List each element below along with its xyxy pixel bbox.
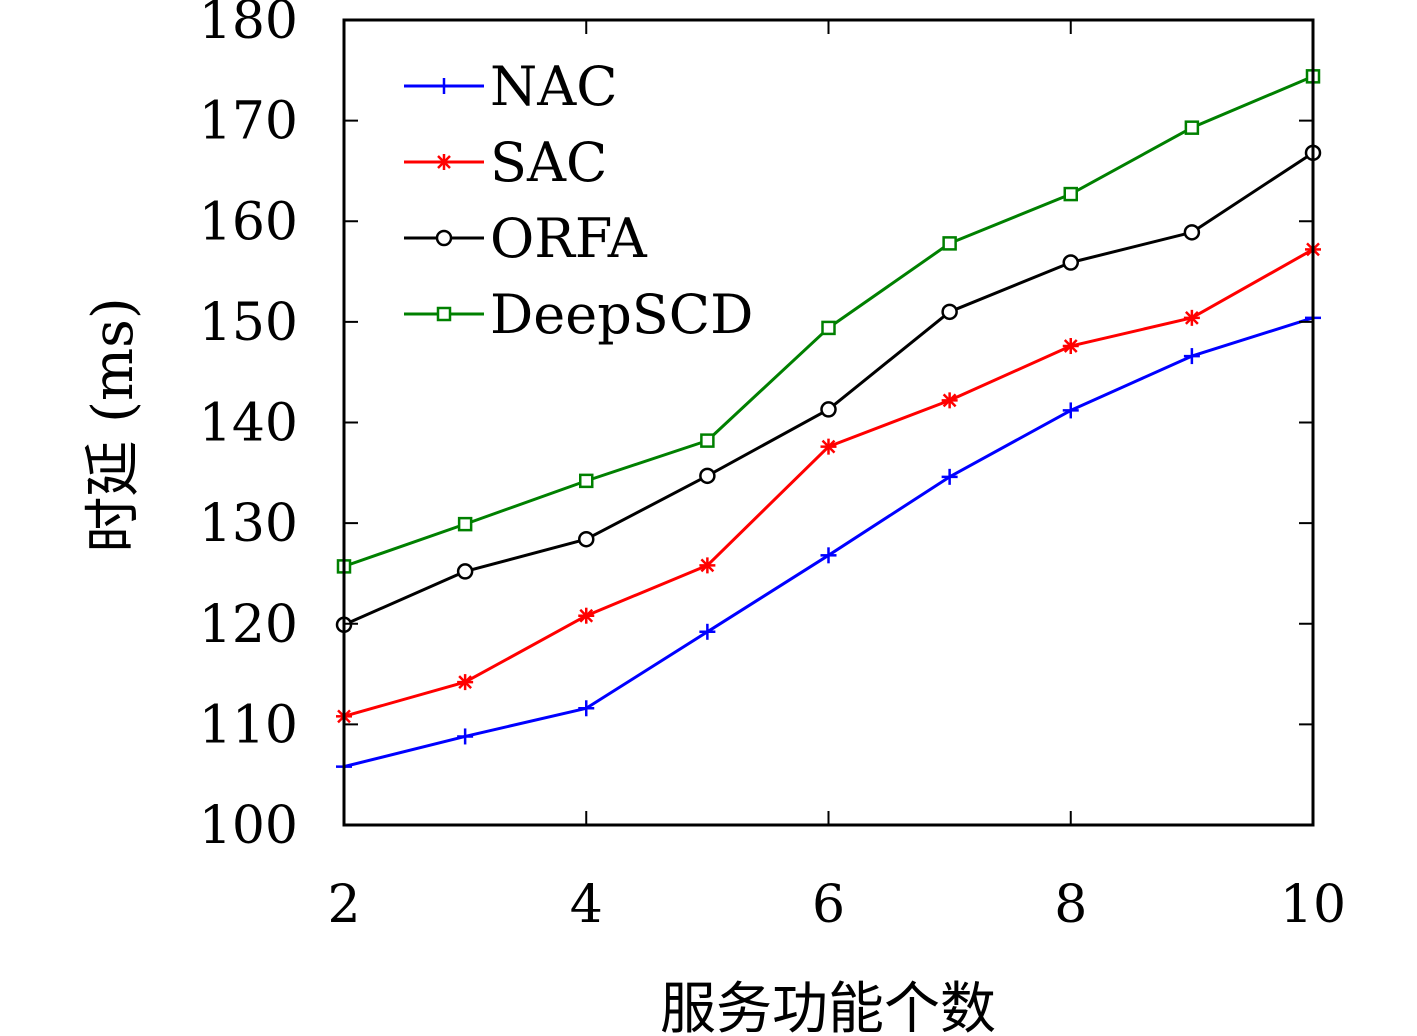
- data-point: [457, 516, 473, 532]
- data-point: [1184, 120, 1200, 135]
- plot-frame: [342, 18, 1315, 827]
- y-axis-label: 时延 (ms): [81, 297, 146, 552]
- data-point: [700, 433, 715, 448]
- data-point: [1062, 338, 1079, 355]
- x-tick-label: 10: [1280, 875, 1346, 935]
- data-point: [820, 547, 837, 564]
- data-point: [1183, 309, 1200, 326]
- y-tick-label: 130: [199, 494, 298, 554]
- data-point: [578, 530, 595, 548]
- data-point: [699, 467, 716, 485]
- data-point: [941, 392, 958, 409]
- data-point: [820, 438, 837, 455]
- y-tick-label: 120: [199, 595, 298, 655]
- data-point: [1183, 348, 1200, 365]
- y-tick-label: 170: [199, 92, 298, 152]
- legend-entry-deepscd: DeepSCD: [404, 283, 753, 346]
- data-point: [579, 473, 594, 489]
- x-axis-label: 服务功能个数: [660, 977, 996, 1036]
- data-point: [456, 563, 474, 580]
- data-point: [941, 468, 958, 485]
- legend-marker: [436, 78, 452, 94]
- data-point: [699, 623, 716, 640]
- data-point: [821, 320, 836, 336]
- legend-marker: [436, 306, 452, 322]
- x-tick-label: 2: [327, 875, 360, 935]
- series-line: [343, 316, 1314, 769]
- data-point: [1063, 186, 1078, 202]
- legend-entry-orfa: ORFA: [404, 207, 648, 270]
- y-tick-label: 160: [199, 192, 298, 252]
- legend-label: ORFA: [490, 207, 648, 270]
- legend-marker: [436, 154, 452, 170]
- legend-label: DeepSCD: [490, 283, 753, 346]
- y-tick-label: 140: [199, 394, 298, 454]
- legend-entry-sac: SAC: [404, 131, 607, 194]
- data-point: [457, 728, 474, 745]
- x-tick-label: 4: [570, 875, 603, 935]
- legend-label: SAC: [490, 131, 607, 194]
- data-point: [699, 557, 716, 574]
- data-point: [941, 303, 958, 321]
- series-nac: [336, 309, 1321, 775]
- legend-marker: [435, 229, 453, 247]
- y-tick-label: 180: [199, 0, 298, 51]
- y-tick-label: 150: [199, 293, 298, 353]
- data-point: [457, 674, 474, 691]
- y-tick-label: 110: [199, 695, 298, 755]
- data-point: [578, 700, 595, 717]
- legend-label: NAC: [490, 55, 618, 118]
- series-sac: [336, 241, 1321, 725]
- data-point: [1062, 254, 1079, 271]
- legend-entry-nac: NAC: [404, 55, 618, 118]
- x-tick-label: 8: [1054, 875, 1087, 935]
- legend: NAC SAC ORFA DeepSCD: [404, 55, 753, 346]
- data-point: [1183, 224, 1201, 241]
- axes-ticks: 100 110 120 130 140 150 160 170 180 2 4 6 8 10: [199, 0, 1346, 935]
- data-point: [820, 401, 837, 418]
- data-point: [578, 607, 595, 624]
- x-tick-label: 6: [812, 875, 845, 935]
- data-point: [942, 236, 957, 251]
- plot-area: [335, 69, 1322, 775]
- y-tick-label: 100: [199, 796, 298, 856]
- data-point: [1062, 402, 1079, 419]
